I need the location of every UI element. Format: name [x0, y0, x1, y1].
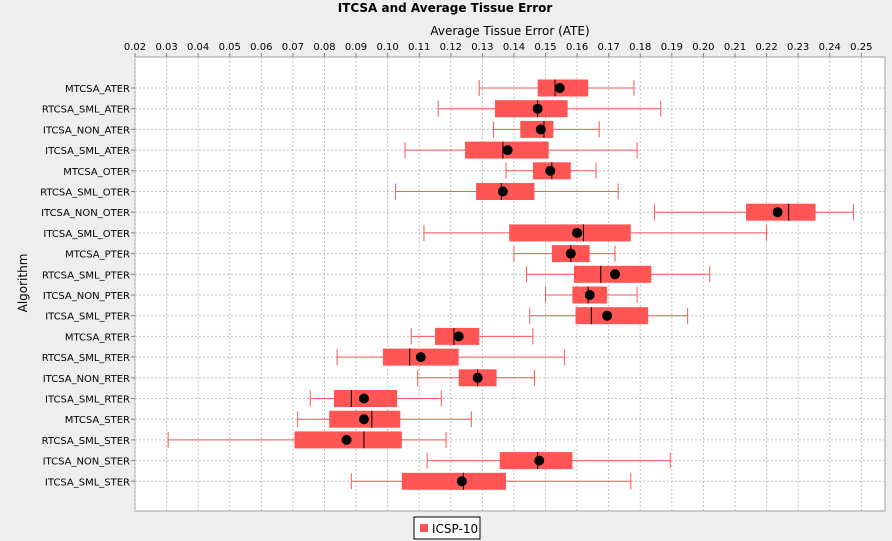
x-tick-label: 0.03	[155, 42, 177, 53]
x-tick-label: 0.24	[819, 42, 841, 53]
x-tick-label: 0.14	[503, 42, 525, 53]
mean-point	[534, 455, 545, 466]
x-tick-label: 0.18	[629, 42, 651, 53]
x-tick-label: 0.05	[219, 42, 241, 53]
x-tick-label: 0.09	[345, 42, 367, 53]
x-tick-label: 0.17	[598, 42, 620, 53]
category-label: RTCSA_SML_ATER	[42, 105, 130, 116]
box-mtcsa-oter	[505, 162, 597, 180]
legend-frame	[413, 516, 481, 540]
plot-area	[134, 56, 886, 512]
x-tick-label: 0.11	[408, 42, 430, 53]
box-rtcsa-sml-oter	[395, 183, 619, 200]
box-itcsa-sml-oter	[423, 224, 768, 242]
mean-point	[502, 145, 513, 156]
box-rtcsa-sml-rter	[336, 348, 565, 366]
mean-point	[415, 352, 426, 363]
box-itcsa-sml-pter	[529, 307, 689, 325]
mean-point	[341, 434, 352, 445]
mean-point	[772, 207, 783, 218]
mean-point	[545, 165, 556, 176]
mean-point	[453, 331, 464, 342]
legend: ICSP-10	[413, 516, 481, 540]
x-tick-label: 0.25	[850, 42, 872, 53]
box-mtcsa-ster	[297, 410, 472, 428]
box-itcsa-non-pter	[545, 286, 638, 304]
y-axis-label: Algorithm	[16, 254, 30, 313]
x-tick-label: 0.19	[661, 42, 683, 53]
box-iqr	[401, 472, 507, 490]
mean-point	[358, 414, 369, 425]
box-itcsa-non-ater	[492, 120, 600, 138]
category-label: ITCSA_SML_OTER	[43, 229, 130, 240]
x-tick-label: 0.08	[313, 42, 335, 53]
box-itcsa-sml-ater	[404, 141, 638, 159]
box-itcsa-non-oter	[653, 203, 854, 221]
category-label: ITCSA_SML_PTER	[45, 312, 130, 323]
box-itcsa-sml-ster	[350, 472, 632, 490]
category-label: RTCSA_SML_OTER	[40, 188, 130, 199]
x-tick-label: 0.15	[534, 42, 556, 53]
box-rtcsa-sml-pter	[526, 265, 711, 283]
mean-point	[532, 103, 543, 114]
x-tick-labels: 0.02 0.03 0.04 0.05 0.06 0.07 0.08 0.09 0.10 0.11…	[124, 42, 872, 57]
box-mtcsa-rter	[410, 327, 534, 345]
x-tick-label: 0.22	[755, 42, 777, 53]
mean-point	[584, 290, 595, 300]
mean-point	[358, 393, 369, 404]
category-label: ITCSA_SML_STER	[45, 477, 130, 488]
box-itcsa-non-ster	[426, 452, 671, 470]
chart-title: ITCSA and Average Tissue Error	[338, 1, 553, 15]
x-tick-label: 0.12	[440, 42, 462, 53]
category-label: RTCSA_SML_RTER	[42, 353, 130, 364]
category-label: RTCSA_SML_STER	[42, 436, 130, 447]
legend-swatch	[420, 524, 428, 532]
x-tick-label: 0.07	[282, 42, 304, 53]
category-label: ITCSA_NON_OTER	[41, 208, 130, 219]
legend-label: ICSP-10	[432, 522, 478, 536]
category-label: ITCSA_SML_RTER	[45, 395, 130, 406]
box-mtcsa-pter	[513, 245, 616, 263]
box-mtcsa-ater	[478, 79, 635, 97]
mean-point	[497, 186, 508, 197]
category-label: ITCSA_NON_STER	[43, 457, 130, 468]
box-rtcsa-sml-ater	[437, 100, 662, 118]
mean-point	[554, 83, 565, 93]
x-axis-label: Average Tissue Error (ATE)	[430, 24, 589, 38]
mean-point	[535, 124, 546, 135]
category-label: MTCSA_STER	[65, 415, 130, 426]
category-label: ITCSA_SML_ATER	[45, 146, 130, 157]
mean-point	[572, 227, 583, 238]
category-label: RTCSA_SML_PTER	[42, 270, 130, 281]
mean-point	[472, 372, 483, 383]
category-label: ITCSA_NON_RTER	[43, 374, 130, 385]
x-tick-label: 0.10	[376, 42, 398, 53]
mean-point	[456, 476, 467, 487]
boxes	[167, 79, 854, 490]
x-tick-label: 0.16	[566, 42, 588, 53]
category-labels: MTCSA_ATER RTCSA_SML_ATER ITCSA_NON_ATER IT…	[40, 84, 135, 488]
category-label: MTCSA_PTER	[65, 250, 130, 261]
category-label: ITCSA_NON_ATER	[43, 125, 130, 136]
x-tick-label: 0.13	[471, 42, 493, 53]
x-tick-label: 0.04	[187, 42, 209, 53]
category-label: MTCSA_ATER	[65, 84, 130, 95]
x-tick-label: 0.02	[124, 42, 146, 53]
box-itcsa-non-rter	[417, 369, 535, 387]
mean-point	[565, 248, 576, 259]
category-label: MTCSA_OTER	[63, 167, 130, 178]
x-tick-label: 0.23	[787, 42, 809, 53]
mean-point	[602, 310, 613, 321]
box-iqr	[495, 100, 568, 118]
x-tick-label: 0.21	[724, 42, 746, 53]
box-rtcsa-sml-ster	[167, 431, 447, 449]
x-tick-label: 0.20	[692, 42, 714, 53]
category-label: MTCSA_RTER	[65, 332, 130, 343]
box-iqr	[509, 224, 631, 242]
category-label: ITCSA_NON_PTER	[43, 291, 130, 302]
x-tick-label: 0.06	[250, 42, 272, 53]
box-itcsa-sml-rter	[309, 390, 442, 407]
mean-point	[610, 269, 620, 280]
